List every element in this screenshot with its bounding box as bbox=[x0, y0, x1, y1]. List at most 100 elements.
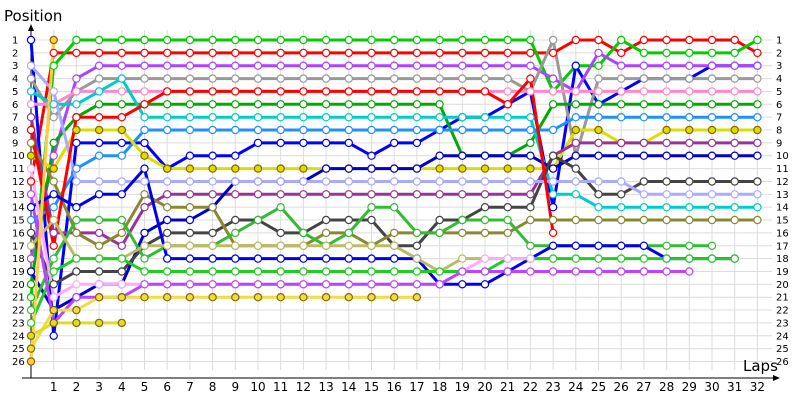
series-5-point bbox=[49, 112, 58, 122]
series-10-point bbox=[594, 125, 603, 135]
series-17-point bbox=[94, 215, 104, 225]
series-18-point bbox=[548, 241, 558, 250]
x-tick-label: 13 bbox=[318, 380, 333, 394]
series-11-point bbox=[526, 190, 535, 199]
series-14-point bbox=[685, 190, 694, 199]
series-1-point bbox=[685, 35, 694, 45]
series-12-point bbox=[321, 164, 331, 173]
series-8-point bbox=[548, 190, 558, 199]
series-15-point bbox=[707, 215, 717, 225]
x-tick-label: 27 bbox=[636, 380, 651, 394]
series-5-point bbox=[140, 74, 149, 83]
x-tick-label: 22 bbox=[523, 380, 538, 394]
y-tick-label: 4 bbox=[12, 74, 18, 85]
series-17-point bbox=[299, 228, 308, 238]
series-14-point bbox=[503, 177, 512, 186]
series-20-point bbox=[617, 254, 626, 263]
series-9-point bbox=[72, 164, 81, 173]
series-4-point bbox=[390, 61, 399, 70]
series-18-point bbox=[140, 164, 149, 173]
series-18-point bbox=[276, 254, 285, 263]
series-2-point bbox=[253, 35, 263, 45]
series-20-point bbox=[299, 267, 308, 276]
series-6-point bbox=[571, 87, 581, 96]
series-17-point bbox=[72, 215, 81, 225]
series-11-point bbox=[594, 138, 603, 148]
series-2-point bbox=[185, 35, 195, 45]
series-18-point bbox=[208, 254, 217, 263]
series-14-point bbox=[662, 190, 671, 199]
series-18-point bbox=[231, 254, 240, 263]
series-12-point bbox=[639, 151, 649, 160]
series-20-point bbox=[276, 267, 285, 276]
series-4-point bbox=[662, 61, 671, 70]
x-axis-title: Laps bbox=[743, 357, 778, 375]
series-6-point bbox=[526, 87, 535, 96]
series-10-point bbox=[162, 164, 172, 173]
series-8-point bbox=[480, 112, 490, 122]
series-14-point bbox=[276, 177, 285, 186]
series-12-point bbox=[480, 151, 490, 160]
series-7-point bbox=[548, 100, 558, 109]
series-7-point bbox=[26, 280, 36, 289]
series-8-point bbox=[299, 112, 308, 122]
y-tick-label-right: 23 bbox=[776, 318, 789, 329]
series-4-point bbox=[208, 61, 217, 70]
series-15-point bbox=[730, 215, 739, 225]
series-20-point bbox=[662, 254, 671, 263]
series-1-point bbox=[49, 48, 58, 58]
series-5-point bbox=[435, 74, 444, 83]
series-4-point bbox=[253, 61, 263, 70]
series-19-point bbox=[208, 241, 217, 250]
series-17-point bbox=[480, 215, 490, 225]
series-18-point bbox=[344, 254, 353, 263]
series-2-point bbox=[480, 35, 490, 45]
x-tick-label: 16 bbox=[387, 380, 402, 394]
series-8-point bbox=[49, 100, 58, 109]
series-14-point bbox=[208, 177, 217, 186]
series-13-point bbox=[571, 164, 581, 173]
series-22-point bbox=[276, 280, 285, 289]
series-2-point bbox=[94, 35, 104, 45]
y-tick-label-right: 18 bbox=[776, 254, 789, 265]
series-9-point bbox=[344, 125, 353, 135]
series-10-point bbox=[231, 164, 240, 173]
x-tick-label: 9 bbox=[231, 380, 239, 394]
series-1-point bbox=[140, 48, 149, 58]
series-19-point bbox=[367, 241, 376, 250]
series-10-point bbox=[753, 125, 762, 135]
series-11-point bbox=[299, 190, 308, 199]
series-13-point bbox=[730, 177, 739, 186]
series-22-point bbox=[639, 267, 649, 276]
series-5-point bbox=[730, 74, 739, 83]
series-11-point bbox=[140, 202, 149, 212]
series-5-point bbox=[707, 74, 717, 83]
series-7-point bbox=[412, 100, 422, 109]
series-1-point bbox=[707, 35, 717, 45]
x-tick-label: 3 bbox=[95, 380, 103, 394]
series-12-point bbox=[526, 151, 535, 160]
series-8-point bbox=[685, 202, 694, 212]
y-tick-label: 10 bbox=[12, 151, 25, 162]
series-16-point bbox=[458, 87, 467, 96]
series-14-point bbox=[321, 177, 331, 186]
series-8-point bbox=[253, 112, 263, 122]
series-1-point bbox=[231, 48, 240, 58]
series-3-point bbox=[72, 138, 81, 148]
series-3-point bbox=[231, 151, 240, 160]
series-8-point bbox=[94, 87, 104, 96]
series-12-point bbox=[730, 151, 739, 160]
series-11-point bbox=[344, 190, 353, 199]
series-14-point bbox=[299, 177, 308, 186]
series-16-point bbox=[117, 112, 127, 122]
series-15-point bbox=[185, 202, 195, 212]
series-14-point bbox=[26, 61, 36, 70]
series-13-point bbox=[617, 190, 626, 199]
series-9-point bbox=[367, 125, 376, 135]
series-7-point bbox=[526, 138, 535, 148]
series-1-point bbox=[299, 48, 308, 58]
series-13-point bbox=[72, 267, 81, 276]
series-1-point bbox=[480, 48, 490, 58]
series-14-point bbox=[435, 177, 444, 186]
